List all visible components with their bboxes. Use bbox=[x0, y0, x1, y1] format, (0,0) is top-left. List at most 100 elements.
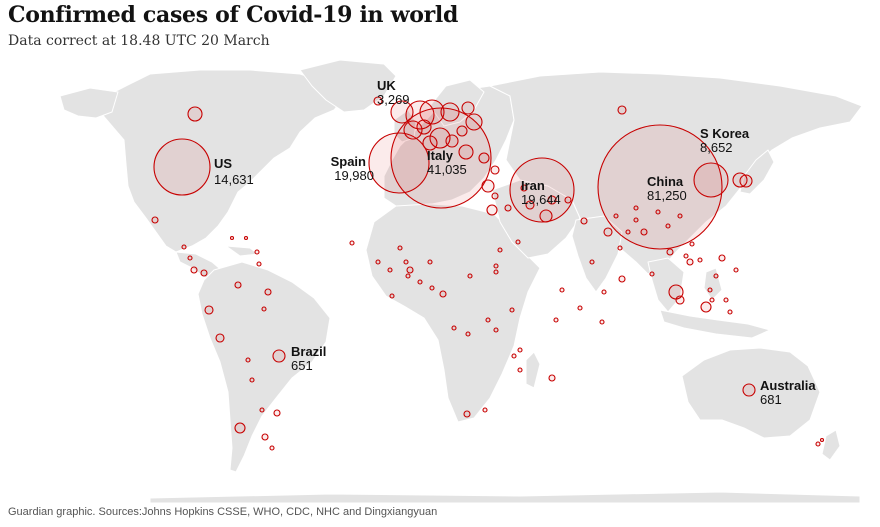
country-case-circle bbox=[403, 259, 409, 265]
country-case-circle bbox=[727, 309, 733, 315]
land-caribbean bbox=[225, 245, 259, 257]
label-italy-value: 41,035 bbox=[427, 162, 467, 177]
country-case-circle bbox=[451, 325, 457, 331]
country-case-circle bbox=[491, 192, 499, 200]
country-case-circle bbox=[427, 259, 433, 265]
label-brazil-value: 651 bbox=[291, 358, 313, 373]
country-case-circle bbox=[387, 267, 393, 273]
label-iran-value: 19,644 bbox=[521, 192, 561, 207]
chart-title: Confirmed cases of Covid-19 in world bbox=[8, 2, 459, 28]
label-spain-name: Spain bbox=[331, 154, 366, 169]
land-new-zealand bbox=[821, 429, 841, 461]
label-uk-value: 3,269 bbox=[377, 92, 410, 107]
country-case-circle bbox=[677, 213, 683, 219]
country-labels: US 14,631 UK 3,269 Spain 19,980 Italy 41… bbox=[214, 78, 816, 407]
label-skorea-name: S Korea bbox=[700, 126, 750, 141]
country-case-circle bbox=[419, 99, 445, 125]
country-case-circle bbox=[243, 235, 249, 241]
country-case-circle bbox=[465, 113, 483, 131]
country-case-circle bbox=[665, 223, 671, 229]
country-case-circle bbox=[416, 119, 432, 135]
land-south-america bbox=[197, 261, 331, 473]
country-case-circle bbox=[603, 227, 613, 237]
country-case-circle bbox=[187, 255, 193, 261]
country-case-circle bbox=[601, 289, 607, 295]
country-case-circle bbox=[440, 102, 460, 122]
label-australia-name: Australia bbox=[760, 378, 816, 393]
country-case-circle bbox=[422, 135, 438, 151]
country-case-circle bbox=[417, 279, 423, 285]
land-asia bbox=[489, 71, 863, 275]
country-case-circle bbox=[718, 254, 726, 262]
label-us-value: 14,631 bbox=[214, 172, 254, 187]
country-case-circle bbox=[486, 204, 498, 216]
country-case-circle bbox=[697, 257, 703, 263]
country-case-circle bbox=[548, 374, 556, 382]
land-australia bbox=[681, 347, 821, 439]
country-case-circle bbox=[633, 217, 639, 223]
country-case-circle bbox=[181, 244, 187, 250]
country-case-circle bbox=[655, 209, 661, 215]
label-skorea-value: 8,652 bbox=[700, 140, 733, 155]
case-circle-australia bbox=[742, 383, 756, 397]
country-case-circle bbox=[686, 258, 694, 266]
country-case-circle bbox=[200, 269, 208, 277]
case-circle-s-korea bbox=[693, 162, 729, 198]
land-philippines bbox=[703, 267, 723, 301]
country-case-circle bbox=[490, 165, 500, 175]
country-case-circle bbox=[273, 409, 281, 417]
country-case-circle bbox=[525, 200, 535, 210]
country-case-circle bbox=[493, 269, 499, 275]
country-case-circle bbox=[478, 152, 490, 164]
land-masses bbox=[59, 59, 863, 504]
case-circles bbox=[151, 96, 825, 451]
country-case-circle bbox=[520, 184, 528, 192]
case-circle-us bbox=[153, 138, 211, 196]
country-case-circle bbox=[675, 295, 685, 305]
country-case-circle bbox=[256, 261, 262, 267]
case-circle-italy bbox=[390, 107, 492, 209]
country-case-circle bbox=[190, 266, 198, 274]
case-circle-spain bbox=[368, 132, 430, 194]
country-case-circle bbox=[259, 407, 265, 413]
country-case-circle bbox=[229, 235, 235, 241]
case-circle-china bbox=[597, 124, 723, 250]
country-case-circle bbox=[445, 134, 459, 148]
country-case-circle bbox=[187, 106, 203, 122]
case-circle-uk bbox=[373, 96, 383, 106]
label-china-value: 81,250 bbox=[647, 188, 687, 203]
country-case-circle bbox=[517, 347, 523, 353]
country-case-circle bbox=[151, 216, 159, 224]
country-case-circle bbox=[617, 105, 627, 115]
country-case-circle bbox=[349, 240, 355, 246]
country-case-circle bbox=[580, 217, 588, 225]
country-case-circle bbox=[633, 205, 639, 211]
country-case-circle bbox=[397, 245, 403, 251]
land-africa bbox=[365, 203, 541, 423]
country-case-circle bbox=[599, 319, 605, 325]
country-case-circle bbox=[405, 273, 411, 279]
country-case-circle bbox=[458, 144, 474, 160]
country-case-circle bbox=[390, 100, 414, 124]
country-case-circle bbox=[589, 259, 595, 265]
label-us-name: US bbox=[214, 156, 232, 171]
country-case-circle bbox=[465, 331, 471, 337]
country-case-circle bbox=[504, 204, 512, 212]
country-case-circle bbox=[245, 357, 251, 363]
country-case-circle bbox=[429, 127, 451, 149]
country-case-circle bbox=[713, 273, 719, 279]
country-case-circle bbox=[815, 441, 821, 447]
country-case-circle bbox=[515, 239, 521, 245]
country-case-circle bbox=[254, 249, 260, 255]
country-case-circle bbox=[559, 287, 565, 293]
chart-subtitle: Data correct at 18.48 UTC 20 March bbox=[8, 33, 270, 49]
country-case-circle bbox=[709, 297, 715, 303]
country-case-circle bbox=[215, 333, 225, 343]
country-case-circle bbox=[463, 410, 471, 418]
country-case-circle bbox=[497, 247, 503, 253]
label-uk-name: UK bbox=[377, 78, 396, 93]
country-case-circle bbox=[640, 228, 648, 236]
country-case-circle bbox=[375, 259, 381, 265]
country-case-circle bbox=[482, 407, 488, 413]
